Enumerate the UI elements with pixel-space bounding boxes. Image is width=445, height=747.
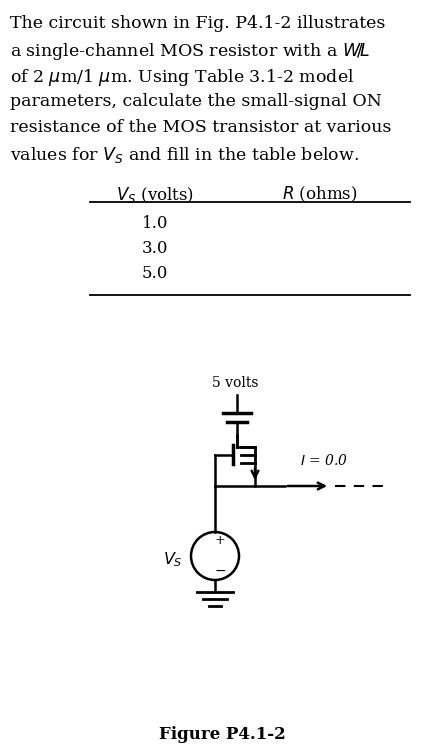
Text: parameters, calculate the small-signal ON: parameters, calculate the small-signal O… (10, 93, 382, 110)
Text: Figure P4.1-2: Figure P4.1-2 (158, 726, 285, 743)
Text: of 2 $\mu$m/1 $\mu$m. Using Table 3.1-2 model: of 2 $\mu$m/1 $\mu$m. Using Table 3.1-2 … (10, 67, 354, 88)
Text: a single-channel MOS resistor with a $\mathit{W\!/\!L}$: a single-channel MOS resistor with a $\m… (10, 41, 370, 62)
Text: $\mathit{R}$ (ohms): $\mathit{R}$ (ohms) (282, 185, 358, 204)
Text: values for $V_S$ and fill in the table below.: values for $V_S$ and fill in the table b… (10, 145, 359, 165)
Text: resistance of the MOS transistor at various: resistance of the MOS transistor at vari… (10, 119, 391, 136)
Text: 5 volts: 5 volts (212, 376, 258, 390)
Text: +: + (214, 535, 225, 548)
Text: $V_S$: $V_S$ (163, 551, 183, 569)
Text: 1.0: 1.0 (142, 215, 168, 232)
Text: 3.0: 3.0 (142, 240, 168, 257)
Text: $\mathit{I}$ = 0.0: $\mathit{I}$ = 0.0 (300, 453, 348, 468)
Text: −: − (214, 564, 226, 578)
Text: The circuit shown in Fig. P4.1-2 illustrates: The circuit shown in Fig. P4.1-2 illustr… (10, 15, 385, 32)
Text: $\mathit{V_S}$ (volts): $\mathit{V_S}$ (volts) (116, 185, 194, 205)
Text: 5.0: 5.0 (142, 265, 168, 282)
